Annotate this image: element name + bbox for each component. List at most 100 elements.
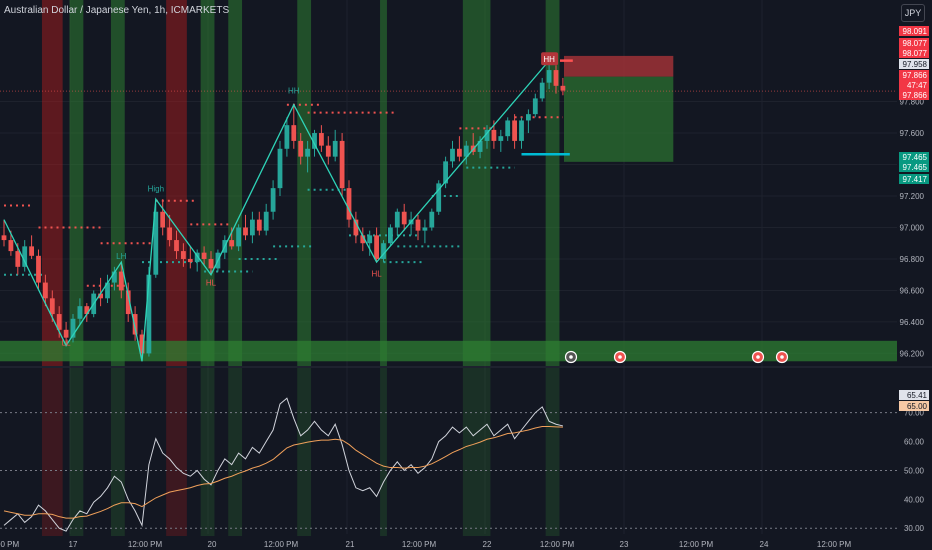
candle-body (319, 133, 324, 146)
candle-body (401, 211, 407, 225)
candle-body (63, 329, 69, 338)
time-axis-label: 12:00 PM (540, 540, 575, 549)
candle-body (436, 183, 442, 212)
event-icon-dot (756, 355, 760, 359)
candle-body (263, 211, 269, 231)
candle-body (112, 271, 117, 283)
signal-band-red-rsi (41, 368, 63, 540)
price-label: 47:47 (907, 81, 928, 90)
rsi-ma-line (3, 426, 563, 519)
swing-label: High (148, 184, 164, 193)
candle-body (450, 148, 455, 162)
price-axis-tick: 97.800 (900, 98, 925, 107)
currency-button[interactable]: JPY (901, 4, 925, 22)
candle-body (153, 211, 159, 275)
trade-stop-zone (564, 55, 674, 77)
candle-body (270, 188, 276, 212)
candle-body (463, 145, 469, 157)
candle-body (353, 219, 359, 236)
price-axis-tick: 96.200 (900, 349, 925, 358)
candle-body (174, 240, 179, 252)
signal-band-green (200, 0, 215, 366)
candle-body (250, 219, 255, 236)
candle-body (160, 211, 166, 228)
candle-body (49, 298, 55, 315)
price-label-box (899, 48, 929, 58)
candle-body (305, 148, 310, 157)
price-label-box (899, 26, 929, 36)
candle-body (98, 293, 103, 299)
candle-body (429, 211, 435, 228)
trade-target-zone (564, 76, 674, 162)
event-icon-dot (618, 355, 622, 359)
time-axis-bg (0, 536, 932, 550)
event-icon-dot (569, 355, 573, 359)
price-axis-tick: 97.000 (900, 223, 925, 232)
rsi-value-label: 65.00 (907, 402, 928, 411)
candle-body (526, 114, 531, 121)
price-label: 97.866 (903, 71, 928, 80)
time-axis-label: 17 (69, 540, 78, 549)
swing-label: HH (288, 87, 300, 96)
rsi-axis-tick: 60.00 (904, 438, 925, 447)
rsi-value-label: 65.41 (907, 391, 928, 400)
candle-body (388, 227, 393, 244)
price-label-box (899, 174, 929, 184)
price-label: 98.077 (903, 39, 928, 48)
candle-body (553, 70, 559, 86)
candle-body (360, 235, 366, 244)
price-label-box (899, 90, 929, 100)
candle-body (491, 129, 497, 141)
candle-body (346, 188, 352, 220)
candle-body (325, 145, 331, 157)
price-label-box (899, 152, 929, 162)
price-label-box (899, 70, 929, 80)
time-axis-label: 12:00 PM (402, 540, 437, 549)
price-axis-tick: 97.600 (900, 129, 925, 138)
time-axis-label: 21 (346, 540, 355, 549)
price-axis-tick: 96.400 (900, 318, 925, 327)
rsi-axis-tick: 70.00 (904, 409, 925, 418)
price-label: 97.465 (903, 153, 928, 162)
candle-body (187, 258, 193, 263)
candle-body (229, 240, 235, 247)
signal-band-red (166, 0, 187, 366)
time-axis-label: 22 (483, 540, 492, 549)
candle-body (291, 125, 297, 141)
candle-body (374, 235, 379, 259)
rsi-axis-tick: 40.00 (904, 495, 925, 504)
candle-body (381, 243, 386, 259)
candle-body (539, 82, 545, 99)
signal-band-green-rsi (200, 368, 215, 540)
time-axis-label: 12:00 PM (0, 540, 19, 549)
time-axis-label: 20 (208, 540, 217, 549)
price-label-box (899, 80, 929, 90)
swing-label: HL (206, 279, 217, 288)
candle-body (29, 246, 34, 256)
candle-body (105, 282, 110, 299)
candle-body (284, 125, 290, 149)
candle-body (43, 282, 48, 299)
rsi-value-label-box (899, 401, 929, 411)
candle-body (132, 314, 138, 335)
rsi-axis-tick: 30.00 (904, 524, 925, 533)
signal-band-green-rsi (545, 368, 560, 540)
price-axis-tick: 96.600 (900, 286, 925, 295)
candle-body (277, 148, 283, 189)
candle-body (22, 246, 28, 267)
candle-body (332, 140, 338, 157)
signal-band-green-rsi (110, 368, 125, 540)
time-axis-label: 23 (620, 540, 629, 549)
candle-body (477, 140, 483, 152)
time-axis-label: 24 (760, 540, 769, 549)
swing-label: HH (543, 55, 555, 64)
candle-body (312, 133, 317, 149)
price-label-box (899, 38, 929, 48)
swing-label: LH (116, 252, 126, 261)
time-axis-label: 12:00 PM (128, 540, 163, 549)
candle-body (125, 290, 131, 315)
price-label: 98.077 (903, 49, 928, 58)
signal-band-red-rsi (166, 368, 187, 540)
